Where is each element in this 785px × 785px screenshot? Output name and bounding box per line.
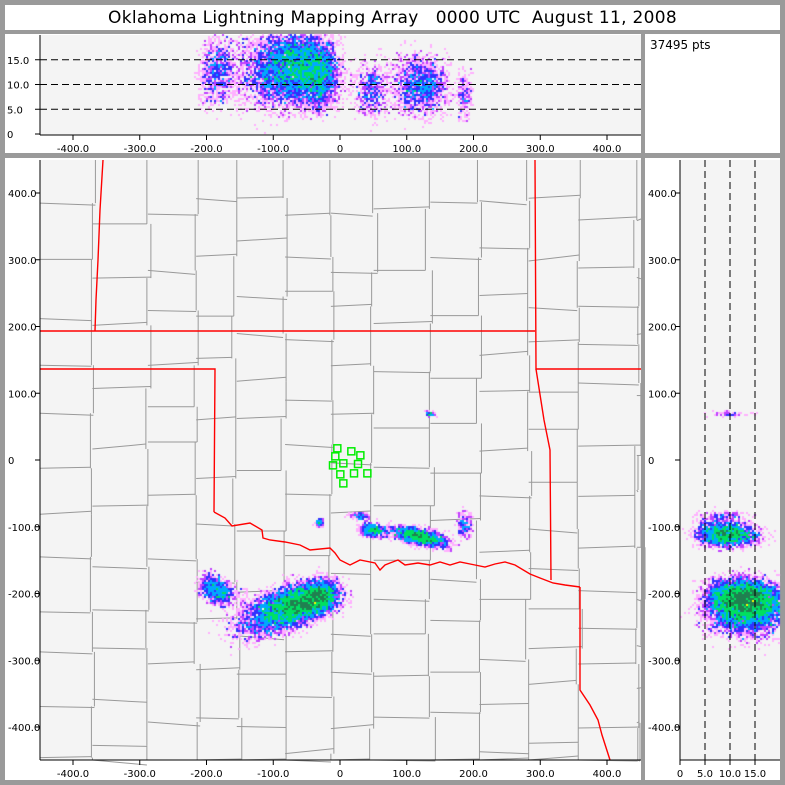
point-count: 37495 pts	[650, 38, 711, 52]
ns-altitude-panel	[645, 158, 780, 780]
altitude-ew-panel	[5, 34, 641, 153]
info-panel: 37495 pts	[645, 34, 780, 153]
plan-view-panel[interactable]	[5, 158, 641, 780]
plot-title: Oklahoma Lightning Mapping Array 0000 UT…	[5, 5, 780, 30]
